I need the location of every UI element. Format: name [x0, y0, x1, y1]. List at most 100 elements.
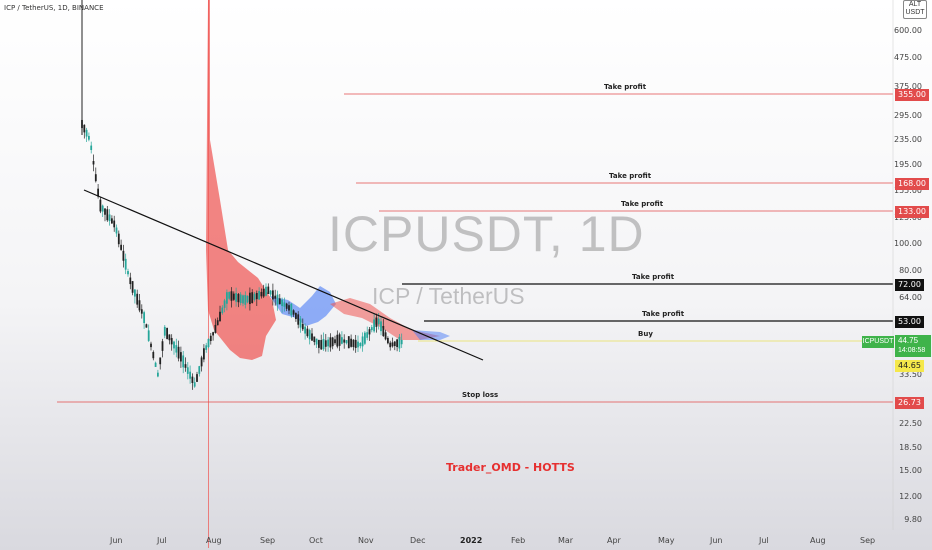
candle-body: [239, 294, 242, 303]
candle-body: [83, 124, 86, 133]
candle-body: [177, 346, 180, 359]
candle-body: [338, 334, 341, 346]
watermark-symbol: ICPUSDT, 1D: [328, 206, 645, 262]
candle-body: [131, 281, 134, 293]
time-tick: Jul: [759, 536, 769, 545]
cloud-bull-segment: [412, 330, 450, 340]
time-tick: Jul: [157, 536, 167, 545]
candle-body: [260, 291, 263, 297]
price-tick: 64.00: [899, 293, 922, 302]
candle-body: [375, 317, 378, 327]
candle-body: [345, 340, 348, 344]
candle-body: [269, 290, 272, 295]
author-signature: Trader_OMD - HOTTS: [446, 461, 575, 474]
candle-body: [214, 324, 217, 333]
candle-body: [341, 337, 343, 344]
candle-body: [97, 188, 99, 197]
candle-body: [90, 145, 93, 151]
candle-body: [198, 366, 201, 374]
price-tick: 33.50: [899, 370, 922, 379]
level-label: Take profit: [604, 83, 647, 91]
candle-body: [216, 320, 219, 326]
candle-body: [393, 341, 396, 347]
candle-body: [113, 220, 116, 228]
candle-body: [193, 382, 196, 387]
candle-body: [124, 258, 127, 270]
candle-body: [104, 208, 106, 215]
price-tick: 375.00: [894, 82, 922, 91]
candle-body: [352, 339, 355, 347]
candle-body: [200, 357, 203, 367]
time-tick: Feb: [511, 536, 526, 545]
candle-body: [354, 339, 357, 348]
candle-body: [366, 332, 369, 338]
price-tick: 100.00: [894, 239, 922, 248]
price-tick: 22.50: [899, 419, 922, 428]
candle-body: [106, 209, 109, 221]
candle-body: [85, 129, 88, 137]
candle-body: [184, 364, 187, 368]
price-tick: 295.00: [894, 111, 922, 120]
candle-body: [127, 271, 129, 275]
candle-body: [304, 326, 306, 334]
candle-body: [221, 307, 224, 314]
cloud-bear-segment: [206, 0, 276, 360]
price-tick: 475.00: [894, 53, 922, 62]
candle-body: [361, 336, 364, 347]
candle-body: [311, 333, 313, 341]
candle-body: [384, 332, 387, 340]
time-tick: Jun: [110, 536, 123, 545]
candle-body: [150, 343, 152, 348]
candle-body: [253, 293, 256, 300]
candle-body: [205, 345, 208, 350]
candle-body: [368, 329, 371, 335]
candle-body: [288, 305, 290, 311]
price-tick: 80.00: [899, 266, 922, 275]
last-price-value: 44.75: [898, 336, 919, 345]
candle-body: [391, 342, 394, 347]
watermark-description: ICP / TetherUS: [372, 283, 525, 309]
candle-body: [364, 332, 366, 344]
time-tick: Jun: [710, 536, 723, 545]
candlestick-series: [81, 0, 403, 390]
candle-body: [359, 343, 362, 347]
time-tick: 2022: [460, 536, 483, 545]
candle-body: [122, 250, 125, 261]
candle-body: [242, 295, 244, 304]
candle-body: [295, 313, 297, 319]
candle-body: [281, 299, 283, 307]
level-price-badge: 168.00: [895, 178, 929, 190]
candle-body: [396, 339, 398, 348]
candle-body: [235, 293, 237, 302]
candle-body: [244, 295, 247, 305]
level-price-badge: 355.00: [895, 89, 929, 101]
candle-body: [81, 119, 83, 129]
candle-body: [370, 327, 373, 331]
candle-body: [129, 277, 132, 285]
candle-body: [88, 135, 90, 140]
candle-body: [173, 341, 175, 349]
level-label: Take profit: [632, 273, 675, 281]
candle-body: [301, 323, 304, 330]
time-tick: May: [658, 536, 675, 545]
candle-body: [170, 337, 173, 345]
candle-body: [145, 324, 148, 328]
trendline[interactable]: [83, 189, 484, 361]
candle-body: [159, 357, 162, 365]
candle-body: [219, 311, 221, 322]
candle-body: [331, 337, 334, 347]
currency-switch-button[interactable]: ALT USDT: [903, 0, 927, 19]
price-tick: 600.00: [894, 26, 922, 35]
candle-body: [347, 336, 350, 349]
candle-body: [228, 291, 231, 299]
candle-body: [180, 352, 182, 362]
candle-body: [387, 337, 389, 344]
candle-body: [99, 199, 102, 212]
level-price-badge: 53.00: [895, 316, 924, 328]
cloud-bear-segment: [330, 298, 440, 340]
candle-body: [182, 355, 185, 368]
candle-body: [166, 328, 168, 339]
candle-body: [255, 292, 258, 300]
candle-body: [143, 312, 145, 324]
